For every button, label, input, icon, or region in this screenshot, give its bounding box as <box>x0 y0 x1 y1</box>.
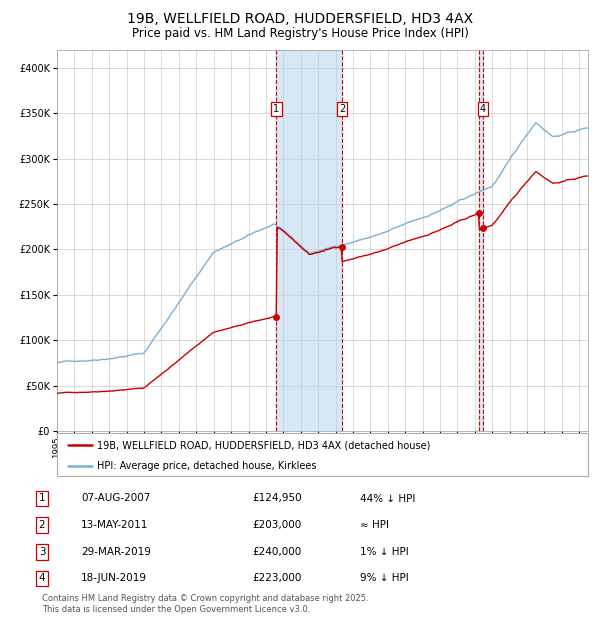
Text: 9% ↓ HPI: 9% ↓ HPI <box>360 574 409 583</box>
FancyBboxPatch shape <box>57 433 588 476</box>
Text: This data is licensed under the Open Government Licence v3.0.: This data is licensed under the Open Gov… <box>42 604 310 614</box>
Text: ≈ HPI: ≈ HPI <box>360 520 389 530</box>
Bar <box>277 50 342 431</box>
Text: 29-MAR-2019: 29-MAR-2019 <box>81 547 151 557</box>
Text: 19B, WELLFIELD ROAD, HUDDERSFIELD, HD3 4AX: 19B, WELLFIELD ROAD, HUDDERSFIELD, HD3 4… <box>127 12 473 27</box>
Text: 4: 4 <box>38 574 46 583</box>
Text: 1: 1 <box>274 104 280 113</box>
Text: 1% ↓ HPI: 1% ↓ HPI <box>360 547 409 557</box>
Text: 4: 4 <box>480 104 486 113</box>
Text: £203,000: £203,000 <box>252 520 301 530</box>
Text: Price paid vs. HM Land Registry's House Price Index (HPI): Price paid vs. HM Land Registry's House … <box>131 27 469 40</box>
Text: 3: 3 <box>38 547 46 557</box>
Text: £223,000: £223,000 <box>252 574 301 583</box>
Text: Contains HM Land Registry data © Crown copyright and database right 2025.: Contains HM Land Registry data © Crown c… <box>42 593 368 603</box>
Text: 19B, WELLFIELD ROAD, HUDDERSFIELD, HD3 4AX (detached house): 19B, WELLFIELD ROAD, HUDDERSFIELD, HD3 4… <box>97 440 430 450</box>
Text: £240,000: £240,000 <box>252 547 301 557</box>
Text: 1: 1 <box>38 494 46 503</box>
Text: £124,950: £124,950 <box>252 494 302 503</box>
Text: 07-AUG-2007: 07-AUG-2007 <box>81 494 151 503</box>
Bar <box>479 50 483 431</box>
Text: 13-MAY-2011: 13-MAY-2011 <box>81 520 148 530</box>
Text: 18-JUN-2019: 18-JUN-2019 <box>81 574 147 583</box>
Text: 2: 2 <box>339 104 345 113</box>
Text: HPI: Average price, detached house, Kirklees: HPI: Average price, detached house, Kirk… <box>97 461 316 471</box>
Text: 2: 2 <box>38 520 46 530</box>
Text: 44% ↓ HPI: 44% ↓ HPI <box>360 494 415 503</box>
